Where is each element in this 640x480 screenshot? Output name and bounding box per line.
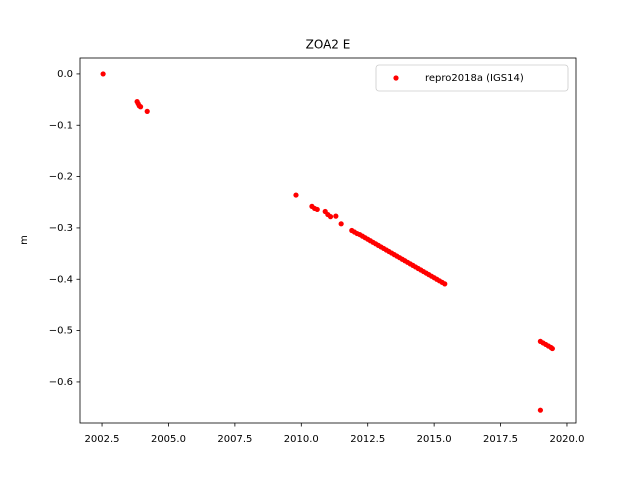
point — [144, 108, 150, 114]
point — [137, 104, 144, 110]
x-tick-label: 2002.5 — [85, 434, 120, 445]
point — [100, 71, 106, 77]
x-tick-label: 2007.5 — [217, 434, 252, 445]
y-tick-label: 0.0 — [57, 69, 73, 80]
point — [314, 206, 320, 213]
y-tick-label: −0.3 — [49, 223, 73, 234]
x-tick-label: 2017.5 — [483, 434, 518, 445]
x-tick-label: 2020.0 — [549, 434, 584, 445]
legend-box — [375, 64, 569, 92]
point — [338, 221, 344, 227]
legend-label: repro2018a (IGS14) — [425, 73, 524, 84]
point — [537, 407, 544, 413]
point — [293, 192, 299, 198]
y-tick-label: −0.5 — [49, 326, 73, 337]
point — [442, 281, 448, 287]
legend-marker — [393, 75, 399, 81]
x-tick-label: 2012.5 — [350, 434, 385, 445]
point — [549, 345, 555, 352]
chart-title: ZOA2 E — [306, 38, 351, 52]
plot-frame — [79, 57, 577, 424]
y-tick-label: −0.1 — [49, 120, 73, 131]
y-tick-label: −0.6 — [49, 377, 73, 388]
point — [327, 214, 334, 220]
y-tick-label: −0.4 — [49, 274, 73, 285]
x-tick-label: 2010.0 — [284, 434, 319, 445]
y-axis-label: m — [19, 235, 30, 245]
x-tick-label: 2005.0 — [151, 434, 186, 445]
y-tick-label: −0.2 — [49, 172, 73, 183]
point — [333, 213, 339, 219]
x-tick-label: 2015.0 — [417, 434, 452, 445]
